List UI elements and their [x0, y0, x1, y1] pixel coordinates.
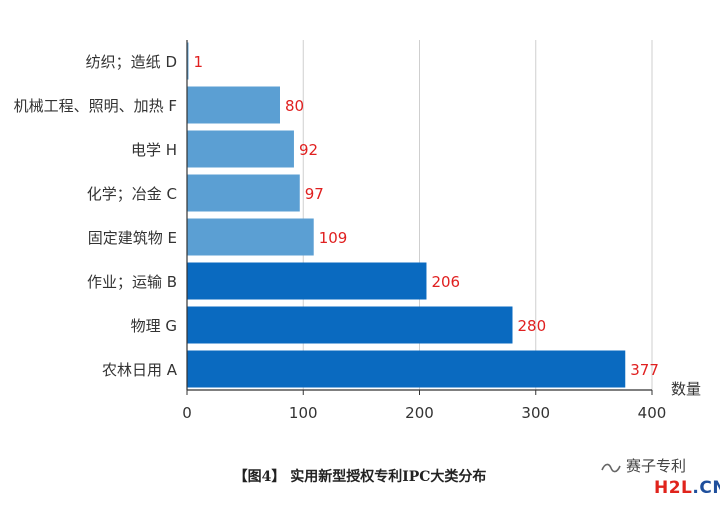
- bar-chart: 纺织；造纸 D 1 机械工程、照明、加热 F 80 电学 H 92 化学；冶金 C 97 固定建…: [14, 40, 701, 422]
- value-label: 80: [285, 97, 304, 115]
- site-watermark-b: .CN: [692, 478, 720, 498]
- site-watermark: H2L.CN: [654, 478, 720, 498]
- category-label: 机械工程、照明、加热 F: [14, 97, 177, 115]
- category-label: 农林日用 A: [102, 361, 178, 379]
- bar: [187, 262, 427, 300]
- category-label: 电学 H: [131, 141, 177, 159]
- value-label: 92: [299, 141, 318, 159]
- bar: [187, 86, 280, 124]
- bar: [187, 42, 189, 80]
- watermark-account: 赛子专利: [600, 455, 686, 476]
- x-tick-label: 200: [405, 404, 434, 422]
- x-tick-label: 100: [289, 404, 318, 422]
- watermark-account-name: 赛子专利: [626, 457, 687, 475]
- wechat-icon: [601, 463, 621, 472]
- category-label: 物理 G: [131, 317, 177, 335]
- bar: [187, 218, 314, 256]
- value-label: 280: [518, 317, 547, 335]
- bar: [187, 350, 626, 388]
- site-watermark-a: H2L: [654, 478, 693, 498]
- bar: [187, 306, 513, 344]
- x-tick-label: 400: [638, 404, 667, 422]
- value-label: 97: [305, 185, 324, 203]
- x-tick-label: 300: [521, 404, 550, 422]
- value-label: 206: [431, 273, 460, 291]
- category-label: 纺织；造纸 D: [86, 53, 177, 71]
- value-label: 109: [319, 229, 348, 247]
- figure-caption: 【图4】 实用新型授权专利IPC大类分布: [233, 469, 487, 485]
- category-label: 化学；冶金 C: [87, 185, 177, 203]
- x-tick-label: 0: [182, 404, 192, 422]
- bar: [187, 130, 294, 168]
- value-label: 1: [194, 53, 204, 71]
- category-label: 作业；运输 B: [87, 273, 177, 291]
- value-label: 377: [630, 361, 659, 379]
- category-label: 固定建筑物 E: [88, 229, 177, 247]
- x-axis-title: 数量: [671, 380, 701, 398]
- bar: [187, 174, 300, 212]
